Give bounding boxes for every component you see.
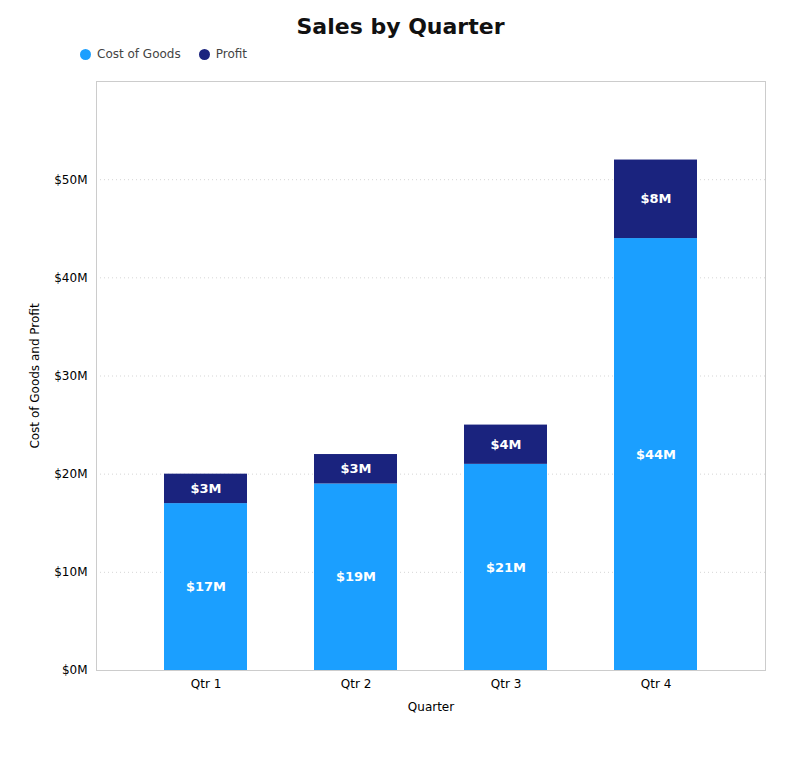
html-text:Profit: Profit <box>215 47 247 61</box>
svg-text:Qtr 4: Qtr 4 <box>641 677 672 691</box>
svg-text:Qtr 1: Qtr 1 <box>191 677 222 691</box>
svg-text:$8M: $8M <box>640 191 671 206</box>
svg-text:$3M: $3M <box>190 481 221 496</box>
svg-text:$20M: $20M <box>54 467 87 481</box>
svg-text:$10M: $10M <box>54 565 87 579</box>
svg-text:$30M: $30M <box>54 369 87 383</box>
svg-text:$0M: $0M <box>62 663 88 677</box>
svg-text:$19M: $19M <box>336 569 376 584</box>
svg-text:Qtr 2: Qtr 2 <box>341 677 372 691</box>
svg-text:$21M: $21M <box>486 560 526 575</box>
html-text:Sales by Quarter: Sales by Quarter <box>296 14 505 39</box>
svg-text:Quarter: Quarter <box>408 700 454 714</box>
html-text:Cost of Goods: Cost of Goods <box>97 47 181 61</box>
svg-text:$17M: $17M <box>186 579 226 594</box>
svg-text:Cost of Goods and Profit: Cost of Goods and Profit <box>28 303 42 449</box>
svg-text:$3M: $3M <box>340 461 371 476</box>
svg-text:$44M: $44M <box>636 447 676 462</box>
svg-text:$4M: $4M <box>490 437 521 452</box>
svg-text:$50M: $50M <box>54 173 87 187</box>
svg-text:Qtr 3: Qtr 3 <box>491 677 522 691</box>
svg-text:$40M: $40M <box>54 271 87 285</box>
